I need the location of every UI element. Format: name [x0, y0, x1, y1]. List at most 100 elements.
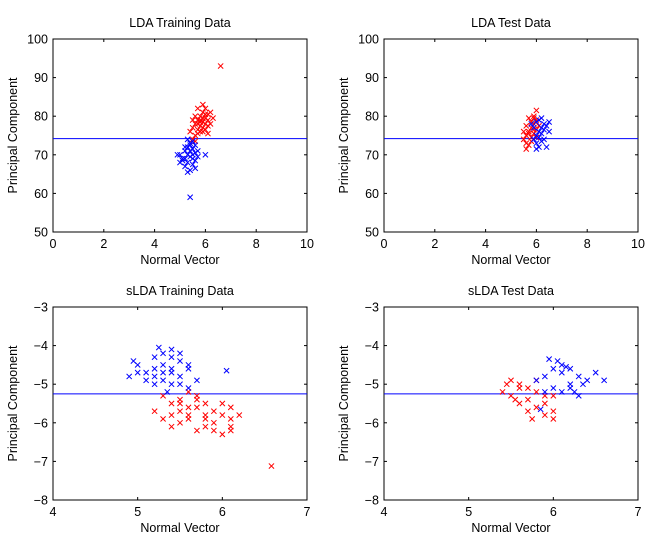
- data-point: [168, 400, 175, 407]
- data-point: [187, 128, 194, 135]
- data-point: [550, 415, 557, 422]
- y-tick-label: 60: [365, 187, 379, 201]
- data-point: [541, 136, 547, 143]
- data-point: [546, 128, 553, 135]
- data-point: [185, 361, 192, 368]
- data-point: [192, 142, 199, 149]
- data-point: [601, 377, 608, 384]
- y-tick-label: 100: [27, 33, 48, 47]
- y-tick-label: −5: [365, 378, 379, 392]
- data-point: [202, 111, 209, 118]
- y-tick-label: −7: [365, 455, 379, 469]
- data-point: [524, 385, 531, 392]
- data-point: [533, 140, 540, 147]
- data-point: [192, 120, 199, 127]
- y-tick-label: −4: [365, 339, 379, 353]
- x-tick-label: 2: [431, 237, 438, 251]
- data-point: [219, 431, 226, 438]
- data-point: [538, 130, 545, 137]
- data-point: [177, 358, 183, 364]
- data-point: [202, 126, 209, 133]
- data-point: [503, 381, 510, 388]
- subplot-1: 0 2 4 6 8 10 50 60 70 80 90 100 LDA Training Data Nor…: [6, 16, 314, 267]
- y-axis-label: Principal Component: [337, 345, 351, 462]
- x-tick-label: 4: [482, 237, 489, 251]
- data-point: [524, 396, 531, 403]
- data-point: [533, 377, 540, 384]
- data-point: [194, 153, 201, 160]
- data-point: [202, 151, 209, 158]
- data-point: [529, 415, 536, 422]
- data-point: [535, 134, 542, 141]
- series-2: [126, 344, 230, 395]
- data-point: [210, 427, 217, 434]
- y-tick-label: 60: [34, 187, 48, 201]
- data-point: [533, 146, 540, 152]
- data-point: [538, 115, 545, 122]
- data-point: [227, 427, 234, 434]
- data-point: [151, 381, 158, 388]
- data-point: [236, 412, 243, 419]
- data-point: [533, 107, 540, 114]
- y-tick-label: −5: [34, 378, 48, 392]
- data-point: [193, 427, 200, 434]
- x-tick-label: 4: [151, 237, 158, 251]
- x-tick-label: 4: [50, 505, 57, 519]
- data-point: [227, 404, 234, 411]
- data-point: [184, 169, 191, 176]
- data-point: [160, 377, 167, 384]
- data-point: [204, 117, 211, 124]
- data-point: [550, 365, 557, 372]
- data-point: [177, 381, 183, 388]
- data-point: [202, 400, 209, 407]
- data-point: [126, 373, 133, 380]
- data-point: [177, 350, 183, 357]
- data-point: [194, 105, 201, 112]
- data-point: [528, 119, 535, 125]
- data-point: [151, 373, 158, 380]
- data-point: [550, 408, 557, 415]
- y-tick-label: 80: [34, 110, 48, 124]
- data-point: [192, 113, 199, 120]
- data-point: [512, 396, 519, 403]
- x-axis-label: Normal Vector: [471, 521, 550, 535]
- data-point: [541, 412, 548, 419]
- data-point: [168, 381, 175, 388]
- data-point: [184, 136, 191, 143]
- y-tick-label: −3: [365, 301, 379, 315]
- data-point: [151, 354, 158, 361]
- series-2: [528, 115, 553, 152]
- x-tick-label: 10: [631, 237, 645, 251]
- data-point: [177, 408, 183, 415]
- data-point: [223, 367, 230, 374]
- data-point: [541, 373, 548, 380]
- y-tick-label: −8: [34, 494, 48, 508]
- data-point: [164, 388, 171, 395]
- x-tick-label: 5: [465, 505, 472, 519]
- y-tick-label: −7: [34, 455, 48, 469]
- data-point: [185, 415, 192, 422]
- data-point: [179, 155, 186, 162]
- data-point: [199, 115, 206, 122]
- y-tick-label: −6: [34, 416, 48, 430]
- y-axis-label: Principal Component: [6, 345, 20, 462]
- data-point: [567, 365, 574, 372]
- data-point: [575, 373, 582, 380]
- y-tick-label: −6: [365, 416, 379, 430]
- subplot-3: 4 5 6 7 −3 −4 −5 −6 −7 −8 sLDA Training Data Normal…: [6, 284, 311, 535]
- data-point: [523, 146, 530, 152]
- data-point: [227, 415, 234, 422]
- data-point: [168, 365, 175, 372]
- data-point: [177, 400, 183, 407]
- data-point: [202, 412, 209, 419]
- x-tick-label: 8: [584, 237, 591, 251]
- subplot-4: 4 5 6 7 −3 −4 −5 −6 −7 −8 sLDA Test Data Normal Vec…: [337, 284, 642, 535]
- x-axis-label: Normal Vector: [471, 253, 550, 267]
- data-point: [217, 63, 224, 69]
- data-point: [204, 122, 211, 129]
- data-point: [168, 354, 175, 361]
- data-point: [193, 392, 200, 399]
- data-point: [189, 124, 196, 131]
- data-point: [199, 101, 206, 108]
- y-tick-label: 70: [365, 148, 379, 162]
